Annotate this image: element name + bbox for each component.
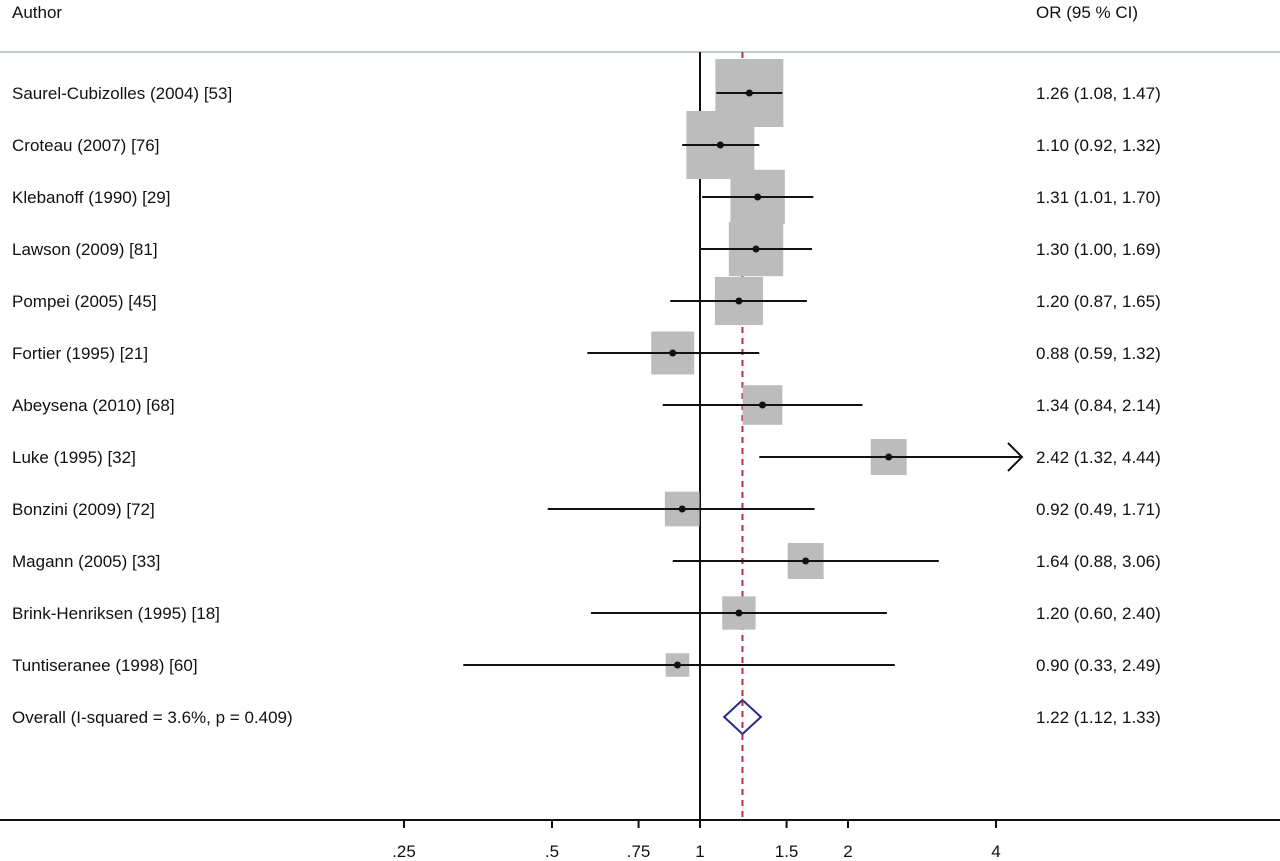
x-tick-label: .75 bbox=[627, 842, 651, 861]
study-label: Fortier (1995) [21] bbox=[12, 344, 148, 363]
study-ci-value: 1.26 (1.08, 1.47) bbox=[1036, 84, 1161, 103]
study-ci-value: 2.42 (1.32, 4.44) bbox=[1036, 448, 1161, 467]
study-row: Abeysena (2010) [68] 1.34 (0.84, 2.14) bbox=[12, 385, 1161, 425]
point-estimate bbox=[669, 349, 677, 357]
point-estimate bbox=[674, 661, 682, 669]
point-estimate bbox=[745, 89, 753, 97]
study-label: Croteau (2007) [76] bbox=[12, 136, 159, 155]
study-label: Saurel-Cubizolles (2004) [53] bbox=[12, 84, 232, 103]
study-row: Fortier (1995) [21] 0.88 (0.59, 1.32) bbox=[12, 331, 1161, 375]
point-estimate bbox=[752, 245, 760, 253]
study-label: Pompei (2005) [45] bbox=[12, 292, 157, 311]
point-estimate bbox=[716, 141, 724, 149]
study-ci-value: 1.31 (1.01, 1.70) bbox=[1036, 188, 1161, 207]
study-ci-value: 1.20 (0.87, 1.65) bbox=[1036, 292, 1161, 311]
point-estimate bbox=[735, 609, 743, 617]
study-row: Luke (1995) [32] 2.42 (1.32, 4.44) bbox=[12, 439, 1161, 475]
ci-arrow-icon bbox=[1007, 442, 1024, 472]
x-tick-label: .25 bbox=[392, 842, 416, 861]
study-label: Bonzini (2009) [72] bbox=[12, 500, 155, 519]
study-label: Brink-Henriksen (1995) [18] bbox=[12, 604, 220, 623]
study-row: Klebanoff (1990) [29] 1.31 (1.01, 1.70) bbox=[12, 169, 1161, 225]
study-row: Lawson (2009) [81] 1.30 (1.00, 1.69) bbox=[12, 221, 1161, 277]
study-row: Tuntiseranee (1998) [60] 0.90 (0.33, 2.49… bbox=[12, 653, 1161, 677]
point-estimate bbox=[754, 193, 762, 201]
study-ci-value: 1.10 (0.92, 1.32) bbox=[1036, 136, 1161, 155]
study-label: Klebanoff (1990) [29] bbox=[12, 188, 170, 207]
or-column-header: OR (95 % CI) bbox=[1036, 3, 1138, 22]
x-tick-label: 2 bbox=[843, 842, 852, 861]
study-row: Pompei (2005) [45] 1.20 (0.87, 1.65) bbox=[12, 276, 1161, 326]
study-label: Magann (2005) [33] bbox=[12, 552, 160, 571]
study-ci-value: 0.92 (0.49, 1.71) bbox=[1036, 500, 1161, 519]
study-ci-value: 1.64 (0.88, 3.06) bbox=[1036, 552, 1161, 571]
x-axis-ticks: .25 .5 .75 1 1.5 2 4 bbox=[392, 820, 1001, 861]
study-ci-value: 1.30 (1.00, 1.69) bbox=[1036, 240, 1161, 259]
point-estimate bbox=[802, 557, 810, 565]
point-estimate bbox=[735, 297, 743, 305]
author-column-header: Author bbox=[12, 3, 62, 22]
point-estimate bbox=[758, 401, 766, 409]
study-row: Brink-Henriksen (1995) [18] 1.20 (0.60, 2… bbox=[12, 596, 1161, 630]
overall-ci-value: 1.22 (1.12, 1.33) bbox=[1036, 708, 1161, 727]
x-tick-label: 1.5 bbox=[775, 842, 799, 861]
study-row: Croteau (2007) [76] 1.10 (0.92, 1.32) bbox=[12, 111, 1161, 179]
study-row: Magann (2005) [33] 1.64 (0.88, 3.06) bbox=[12, 543, 1161, 579]
point-estimate bbox=[678, 505, 686, 513]
study-label: Tuntiseranee (1998) [60] bbox=[12, 656, 198, 675]
study-label: Lawson (2009) [81] bbox=[12, 240, 158, 259]
study-row: Bonzini (2009) [72] 0.92 (0.49, 1.71) bbox=[12, 491, 1161, 527]
study-ci-value: 0.90 (0.33, 2.49) bbox=[1036, 656, 1161, 675]
study-ci-value: 0.88 (0.59, 1.32) bbox=[1036, 344, 1161, 363]
study-row: Saurel-Cubizolles (2004) [53] 1.26 (1.08,… bbox=[12, 59, 1161, 127]
reference-lines bbox=[699, 52, 744, 820]
study-label: Abeysena (2010) [68] bbox=[12, 396, 175, 415]
x-tick-label: .5 bbox=[545, 842, 559, 861]
study-label: Luke (1995) [32] bbox=[12, 448, 136, 467]
overall-label: Overall (I-squared = 3.6%, p = 0.409) bbox=[12, 708, 293, 727]
point-estimate bbox=[885, 453, 893, 461]
study-ci-value: 1.34 (0.84, 2.14) bbox=[1036, 396, 1161, 415]
x-tick-label: 1 bbox=[695, 842, 704, 861]
study-ci-value: 1.20 (0.60, 2.40) bbox=[1036, 604, 1161, 623]
overall-row: Overall (I-squared = 3.6%, p = 0.409) 1.2… bbox=[12, 698, 1161, 736]
x-tick-label: 4 bbox=[991, 842, 1000, 861]
study-rows: Saurel-Cubizolles (2004) [53] 1.26 (1.08,… bbox=[12, 59, 1161, 677]
